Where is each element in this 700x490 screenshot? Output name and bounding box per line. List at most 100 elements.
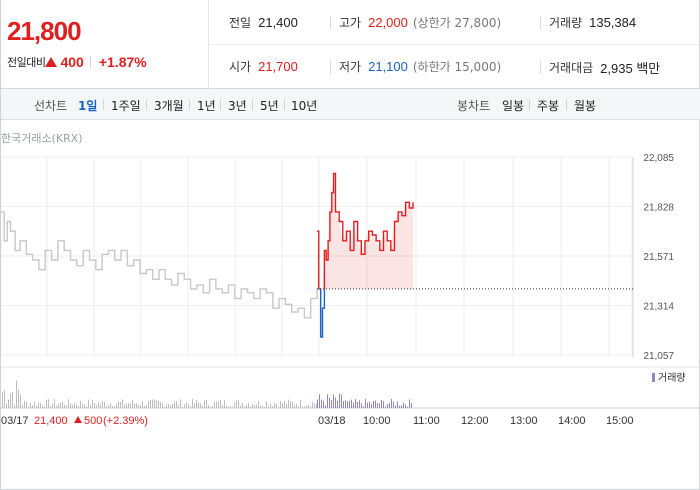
stat-value: 135,384	[589, 15, 637, 30]
volume-bar	[120, 401, 121, 408]
volume-bar	[210, 406, 211, 408]
volume-bar	[190, 406, 191, 408]
x-tick-label: 14:00	[558, 415, 586, 427]
footer-close: 21,400	[34, 415, 68, 427]
volume-bar	[100, 403, 101, 408]
y-tick-label: 21,057	[643, 351, 674, 362]
line-chart-label: 선차트	[34, 99, 68, 113]
volume-bar	[226, 405, 227, 408]
volume-bar	[373, 400, 374, 408]
volume-bar	[319, 394, 320, 408]
period-weekly-candle[interactable]: 주봉	[537, 99, 560, 113]
volume-bar	[327, 394, 328, 408]
volume-bar	[363, 406, 364, 408]
period-3month[interactable]: 3개월	[154, 99, 184, 113]
volume-bar	[377, 402, 378, 408]
volume-bar	[34, 401, 35, 408]
volume-bar	[407, 406, 408, 408]
stat-amount: 거래대금 2,935 백만	[549, 58, 660, 77]
volume-bar	[32, 405, 33, 408]
stat-high: 고가 22,000 (상한가 27,800)	[339, 14, 501, 31]
x-tick-label: 11:00	[413, 415, 440, 427]
volume-bar	[192, 399, 193, 408]
volume-bar	[298, 406, 299, 408]
volume-bar	[176, 401, 177, 408]
y-tick-label: 21,314	[643, 302, 674, 313]
footer-rate: (+2.39%)	[103, 415, 148, 427]
period-1year[interactable]: 1년	[197, 99, 216, 113]
volume-bar	[258, 400, 259, 408]
volume-bar	[180, 399, 181, 408]
period-5year[interactable]: 5년	[260, 99, 279, 113]
divider	[89, 55, 91, 69]
volume-bar	[48, 399, 49, 408]
period-1week[interactable]: 1주일	[111, 99, 141, 113]
volume-bar	[150, 400, 151, 408]
volume-bar	[156, 400, 157, 408]
volume-legend-label: 거래량	[658, 372, 686, 384]
volume-bar	[341, 394, 342, 408]
volume-bar	[196, 400, 197, 408]
period-monthly-candle[interactable]: 월봉	[574, 99, 597, 113]
volume-bar	[154, 399, 155, 408]
volume-bar	[375, 400, 376, 408]
volume-bar	[134, 403, 135, 408]
volume-bar	[178, 404, 179, 408]
y-axis-ticks: 21,057 21,314 21,571 21,828 22,085	[643, 153, 674, 362]
stat-low: 저가 21,100 (하한가 15,000)	[339, 58, 501, 75]
volume-bar	[8, 399, 9, 408]
volume-bar	[24, 400, 25, 408]
volume-bar	[80, 400, 81, 408]
volume-bar	[66, 405, 67, 408]
volume-bar	[236, 400, 237, 408]
volume-bar	[266, 402, 267, 408]
volume-bar	[84, 404, 85, 408]
volume-bar	[18, 389, 19, 408]
volume-bar	[274, 403, 275, 408]
period-daily-candle[interactable]: 일봉	[502, 99, 525, 113]
volume-bar	[246, 404, 247, 408]
volume-bar	[92, 399, 93, 408]
volume-bar	[345, 400, 346, 408]
volume-bar	[353, 402, 354, 408]
volume-bar	[10, 393, 11, 408]
period-3year[interactable]: 3년	[228, 99, 247, 113]
volume-bar	[54, 399, 55, 408]
period-1day[interactable]: 1일	[78, 99, 98, 113]
volume-bar	[335, 397, 336, 408]
volume-bar	[254, 405, 255, 408]
volume-bar	[46, 399, 47, 408]
volume-bar	[142, 401, 143, 408]
volume-bar	[395, 405, 396, 408]
period-10year[interactable]: 10년	[291, 99, 318, 113]
volume-bar	[166, 404, 167, 408]
y-tick-label: 21,828	[643, 203, 674, 214]
volume-bar	[4, 390, 5, 408]
volume-bar	[411, 402, 412, 408]
volume-bar	[314, 403, 315, 408]
x-tick-label: 12:00	[461, 415, 489, 427]
volume-bar	[104, 401, 105, 408]
volume-bar	[383, 401, 384, 408]
divider	[529, 99, 530, 110]
volume-bar	[290, 401, 291, 408]
chart-period-bar: 선차트 1일 1주일 3개월 1년 3년 5년 10년 봉차트 일봉 주봉 월봉	[1, 89, 700, 120]
volume-bar	[14, 404, 15, 408]
volume-bar	[72, 405, 73, 408]
volume-bar	[162, 402, 163, 408]
change-value: 400	[60, 54, 84, 70]
volume-bar	[124, 404, 125, 408]
volume-bar	[170, 405, 171, 408]
volume-bar	[272, 406, 273, 408]
volume-bar	[20, 394, 21, 408]
stat-label: 고가	[339, 16, 362, 30]
current-price-box: 21,800 전일대비 400 +1.87%	[1, 0, 209, 89]
volume-bar	[296, 404, 297, 408]
volume-bar	[214, 401, 215, 408]
volume-legend-swatch	[652, 373, 655, 382]
volume-bar	[365, 399, 366, 408]
volume-bar	[184, 404, 185, 408]
volume-bar	[6, 403, 7, 408]
volume-bar	[146, 404, 147, 408]
volume-bar	[62, 401, 63, 408]
